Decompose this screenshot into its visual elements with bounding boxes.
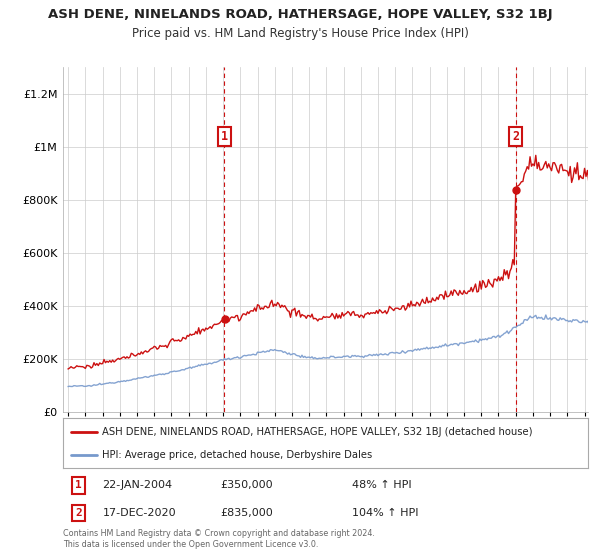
Text: ASH DENE, NINELANDS ROAD, HATHERSAGE, HOPE VALLEY, S32 1BJ (detached house): ASH DENE, NINELANDS ROAD, HATHERSAGE, HO…	[103, 427, 533, 437]
Text: 22-JAN-2004: 22-JAN-2004	[103, 480, 173, 491]
Text: 2: 2	[512, 129, 519, 143]
Text: 104% ↑ HPI: 104% ↑ HPI	[352, 508, 418, 518]
Text: 1: 1	[221, 129, 227, 143]
Text: £835,000: £835,000	[221, 508, 273, 518]
Text: 48% ↑ HPI: 48% ↑ HPI	[352, 480, 412, 491]
Text: Contains HM Land Registry data © Crown copyright and database right 2024.
This d: Contains HM Land Registry data © Crown c…	[63, 529, 375, 549]
Text: 17-DEC-2020: 17-DEC-2020	[103, 508, 176, 518]
Text: ASH DENE, NINELANDS ROAD, HATHERSAGE, HOPE VALLEY, S32 1BJ: ASH DENE, NINELANDS ROAD, HATHERSAGE, HO…	[47, 8, 553, 21]
Text: Price paid vs. HM Land Registry's House Price Index (HPI): Price paid vs. HM Land Registry's House …	[131, 27, 469, 40]
Text: £350,000: £350,000	[221, 480, 273, 491]
Text: HPI: Average price, detached house, Derbyshire Dales: HPI: Average price, detached house, Derb…	[103, 450, 373, 460]
Text: 2: 2	[76, 508, 82, 518]
Text: 1: 1	[76, 480, 82, 491]
